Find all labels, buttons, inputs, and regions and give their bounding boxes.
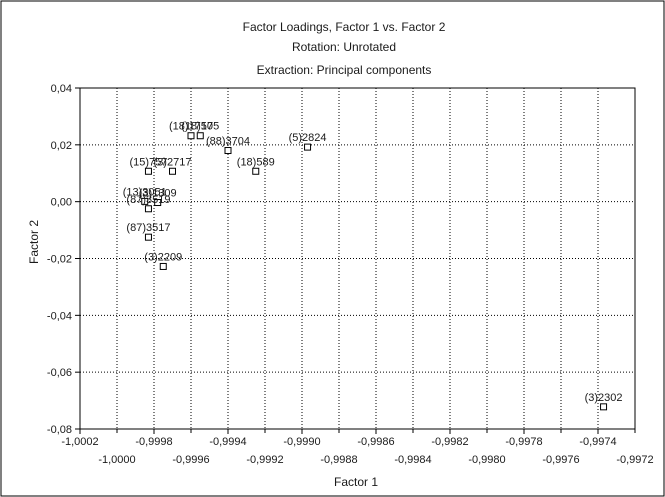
data-point — [144, 167, 152, 175]
data-point — [196, 132, 204, 140]
x-tick-label: -0,9996 — [172, 454, 209, 466]
y-tick-label: -0,04 — [47, 310, 72, 322]
data-point-label: (3)2717 — [154, 156, 192, 168]
y-tick-label: -0,02 — [47, 254, 72, 266]
data-point — [600, 403, 608, 411]
y-tick-label: 0,04 — [51, 83, 72, 95]
y-tick-label: 0,00 — [51, 197, 72, 209]
data-point-label: (18)589 — [237, 156, 275, 168]
data-point-label: (87)3517 — [126, 222, 170, 234]
data-point — [252, 167, 260, 175]
y-tick-label: -0,06 — [47, 367, 72, 379]
x-tick-label: -0,9978 — [505, 436, 542, 448]
y-axis-label: Factor 2 — [27, 220, 41, 264]
data-point — [154, 199, 162, 207]
data-point — [144, 205, 152, 213]
data-point-label: (88)3704 — [206, 136, 250, 148]
data-point-label: (3)2302 — [585, 392, 623, 404]
data-point — [187, 132, 195, 140]
x-tick-label: -0,9992 — [246, 454, 283, 466]
data-point-label: (3)1309 — [139, 188, 177, 200]
x-tick-label: -0,9972 — [616, 454, 653, 466]
data-point — [304, 143, 312, 151]
x-axis-label: Factor 1 — [334, 475, 378, 489]
y-axis: 0,04 0,02 0,00 -0,02 -0,04 -0,06 -0,08 — [47, 83, 80, 436]
data-point-label: (87)3519 — [126, 194, 170, 206]
data-points: (5)2824 (88)3704 (18)589 (18)1750(18)175 (3)… — [123, 121, 623, 411]
x-tick-label: -1,0002 — [61, 436, 98, 448]
data-point — [159, 262, 167, 270]
y-tick-label: -0,08 — [47, 424, 72, 436]
x-tick-label: -0,9982 — [431, 436, 468, 448]
data-point — [144, 233, 152, 241]
data-point-label: (15)757 — [129, 156, 167, 168]
chart-subtitle-extraction: Extraction: Principal components — [257, 63, 432, 77]
x-tick-label: -1,0000 — [98, 454, 135, 466]
data-point-label: (18)1750 — [169, 121, 213, 133]
data-point — [169, 167, 176, 175]
y-tick-label: 0,02 — [51, 140, 72, 152]
x-tick-label: -0,9984 — [394, 454, 431, 466]
grid-lines — [80, 88, 635, 429]
x-tick-label: -0,9974 — [579, 436, 616, 448]
x-tick-label: -0,9990 — [283, 436, 320, 448]
chart-subtitle-rotation: Rotation: Unrotated — [292, 40, 396, 54]
data-point-label: (13)3051 — [123, 186, 167, 198]
x-tick-label: -0,9998 — [135, 436, 172, 448]
data-point-label: (3)2209 — [144, 251, 182, 263]
data-point — [224, 147, 232, 155]
x-tick-label: -0,9988 — [320, 454, 357, 466]
x-tick-label: -0,9980 — [468, 454, 505, 466]
data-point-label: (18)175 — [181, 121, 219, 133]
data-point — [141, 197, 149, 205]
x-axis: -1,0002-1,0000-0,9998-0,9996-0,9994-0,99… — [61, 429, 654, 466]
x-tick-label: -0,9976 — [542, 454, 579, 466]
x-tick-label: -0,9986 — [357, 436, 394, 448]
data-point-label: (5)2824 — [289, 132, 327, 144]
chart-title: Factor Loadings, Factor 1 vs. Factor 2 — [243, 20, 446, 34]
x-tick-label: -0,9994 — [209, 436, 246, 448]
